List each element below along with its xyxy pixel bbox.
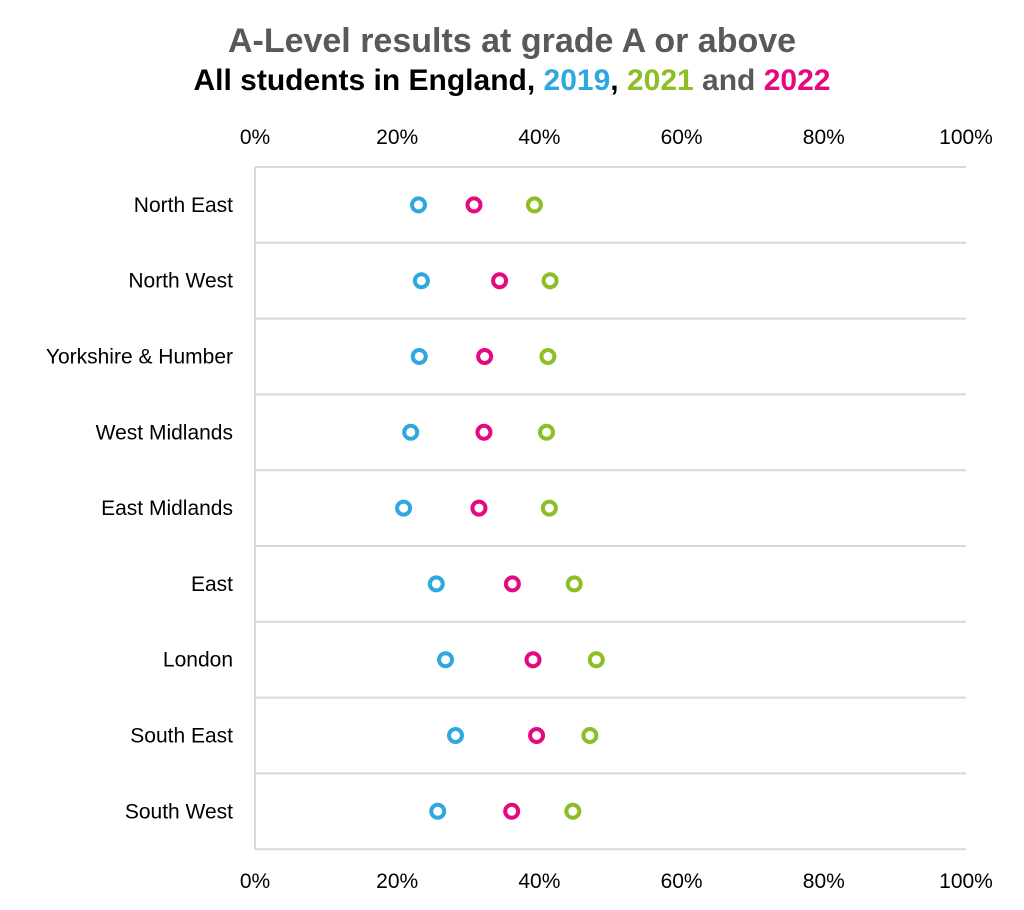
data-point-2021 (564, 802, 582, 820)
x-tick-label-bottom: 60% (661, 870, 703, 893)
chart-subtitle: All students in England, 2019, 2021 and … (0, 64, 1024, 98)
category-label: South East (130, 725, 233, 748)
data-point-2019 (429, 802, 447, 820)
subtitle-sep-2: and (693, 64, 764, 97)
x-tick-label-top: 40% (518, 126, 560, 149)
data-point-2019 (395, 499, 413, 517)
data-point-2021 (538, 423, 556, 441)
category-label: North East (134, 194, 233, 217)
data-point-2022 (476, 348, 494, 365)
category-label: Yorkshire & Humber (46, 346, 233, 369)
category-label: North West (128, 270, 233, 293)
data-point-2021 (581, 727, 599, 744)
x-tick-label-bottom: 40% (518, 870, 560, 893)
x-tick-label-bottom: 0% (240, 870, 270, 893)
x-tick-label-top: 80% (803, 126, 845, 149)
data-point-2022 (475, 423, 493, 441)
data-point-2021 (539, 348, 557, 365)
data-point-2019 (427, 575, 445, 593)
data-point-2022 (528, 727, 546, 744)
data-point-2019 (447, 727, 465, 744)
data-point-2021 (565, 575, 583, 593)
data-point-2022 (503, 575, 521, 593)
data-point-2021 (587, 651, 605, 669)
x-tick-label-top: 60% (661, 126, 703, 149)
legend-2019: 2019 (543, 64, 611, 97)
data-point-2019 (402, 423, 420, 441)
data-point-2022 (470, 499, 488, 517)
data-point-2019 (410, 348, 428, 365)
x-tick-label-top: 100% (939, 126, 993, 149)
category-label: East Midlands (101, 497, 233, 520)
x-tick-label-bottom: 100% (939, 870, 993, 893)
data-point-2022 (491, 272, 509, 290)
x-tick-label-top: 0% (240, 126, 270, 149)
data-point-2019 (410, 196, 428, 214)
data-point-2021 (540, 499, 558, 517)
data-point-2021 (541, 272, 559, 290)
chart-title: A-Level results at grade A or above (227, 22, 797, 60)
data-point-2022 (524, 651, 542, 669)
x-tick-label-top: 20% (376, 126, 418, 149)
legend-2021: 2021 (626, 64, 694, 97)
subtitle-prefix: All students in England, (193, 64, 544, 97)
subtitle-sep-1: , (610, 64, 627, 97)
category-label: London (163, 649, 233, 672)
x-tick-label-bottom: 80% (803, 870, 845, 893)
x-tick-label-bottom: 20% (376, 870, 418, 893)
data-point-2019 (412, 272, 430, 290)
legend-2022: 2022 (763, 64, 831, 97)
category-label: West Midlands (96, 421, 233, 444)
data-point-2019 (437, 651, 455, 669)
category-label: East (191, 573, 233, 596)
category-label: South West (125, 800, 233, 823)
data-point-2022 (465, 196, 483, 214)
data-point-2021 (525, 196, 543, 214)
data-point-2022 (503, 802, 521, 820)
